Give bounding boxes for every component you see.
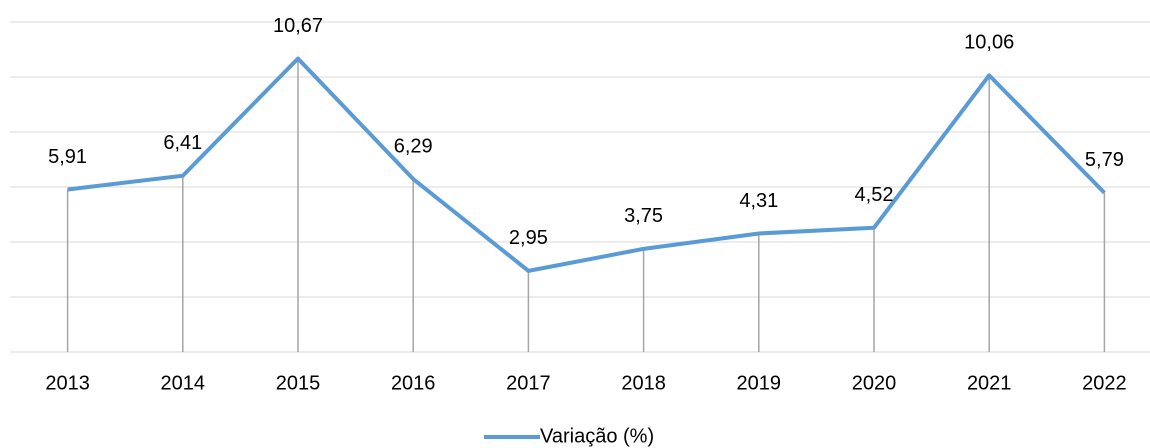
legend-label: Variação (%) [540,425,654,447]
line [67,56,1106,273]
x-tick-label: 2021 [967,372,1012,394]
data-label: 3,75 [624,205,663,227]
x-tick-label: 2013 [45,372,90,394]
data-label: 10,06 [964,32,1014,54]
data-label: 6,29 [394,135,433,157]
data-label: 5,91 [48,146,87,168]
x-tick-label: 2015 [276,372,321,394]
x-tick-label: 2020 [852,372,897,394]
x-tick-label: 2022 [1082,372,1127,394]
data-label: 5,79 [1085,149,1124,171]
data-label: 6,41 [163,132,202,154]
x-tick-label: 2017 [506,372,551,394]
x-tick-label: 2018 [621,372,666,394]
data-label: 4,31 [739,190,778,212]
data-label: 4,52 [855,184,894,206]
x-tick-label: 2016 [391,372,436,394]
x-tick-label: 2014 [161,372,206,394]
data-label: 2,95 [509,227,548,249]
data-label: 10,67 [273,15,323,37]
x-tick-label: 2019 [737,372,782,394]
